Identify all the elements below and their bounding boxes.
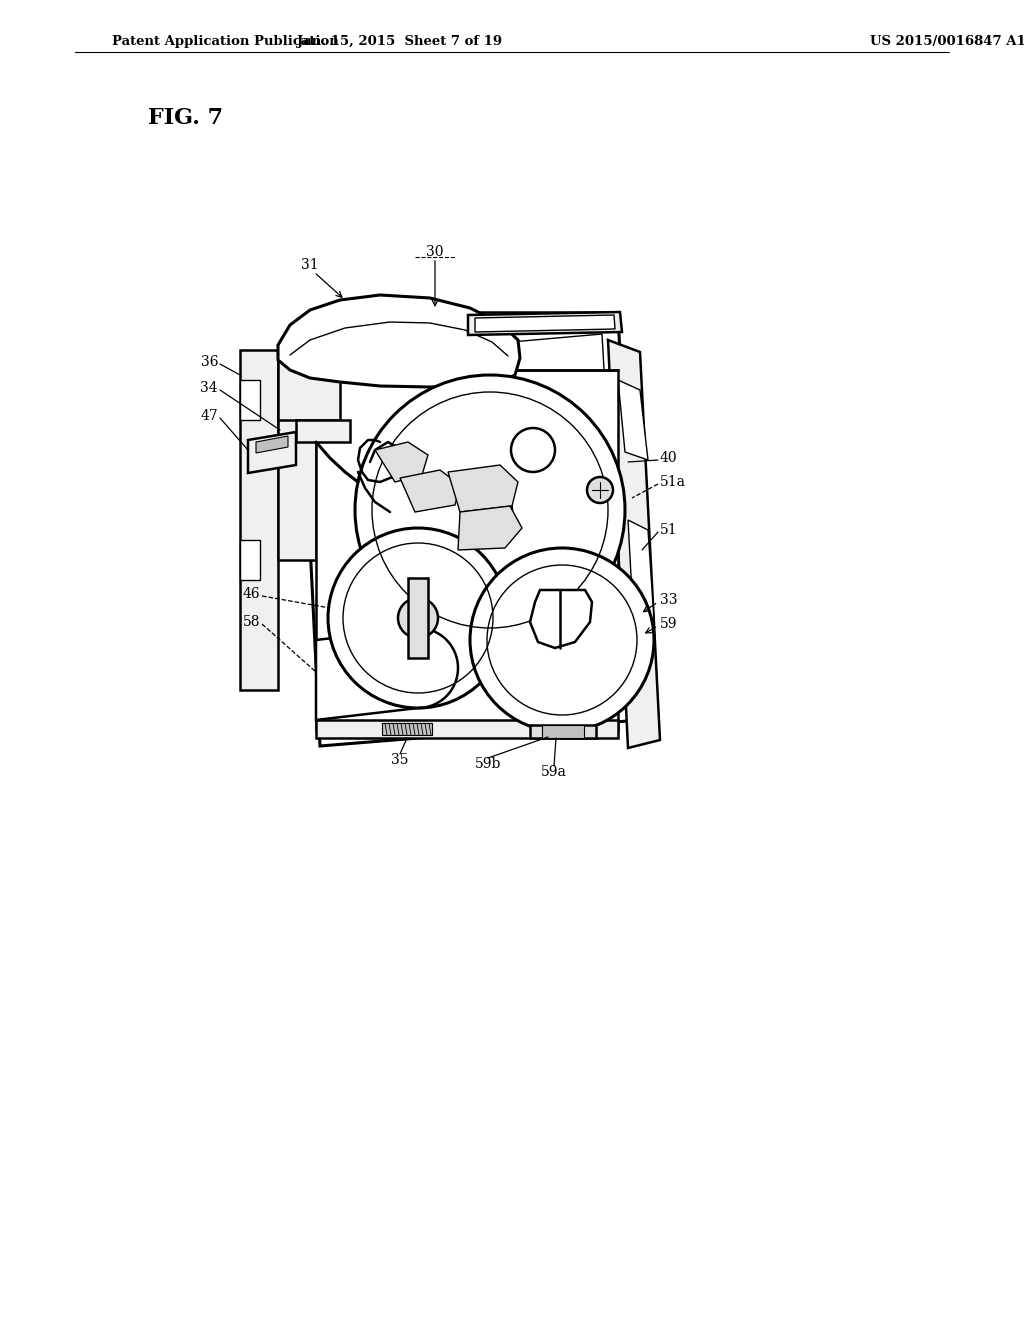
Circle shape bbox=[587, 477, 613, 503]
Text: 30: 30 bbox=[426, 246, 443, 259]
Text: 51a: 51a bbox=[660, 475, 686, 488]
Polygon shape bbox=[530, 590, 592, 648]
Polygon shape bbox=[278, 294, 520, 387]
Polygon shape bbox=[375, 442, 428, 482]
Text: Patent Application Publication: Patent Application Publication bbox=[112, 36, 339, 48]
Polygon shape bbox=[278, 345, 340, 420]
Text: 47: 47 bbox=[201, 409, 218, 422]
Circle shape bbox=[470, 548, 654, 733]
Circle shape bbox=[511, 428, 555, 473]
Polygon shape bbox=[380, 315, 610, 326]
Text: Jan. 15, 2015  Sheet 7 of 19: Jan. 15, 2015 Sheet 7 of 19 bbox=[297, 36, 503, 48]
Text: 51: 51 bbox=[660, 523, 678, 537]
Text: 59a: 59a bbox=[541, 766, 567, 779]
Polygon shape bbox=[468, 312, 622, 335]
Polygon shape bbox=[608, 341, 660, 748]
Polygon shape bbox=[370, 312, 618, 330]
Polygon shape bbox=[240, 540, 260, 579]
Text: 59: 59 bbox=[660, 616, 678, 631]
Text: 58: 58 bbox=[243, 615, 260, 630]
Polygon shape bbox=[256, 436, 288, 453]
Polygon shape bbox=[278, 370, 316, 560]
Circle shape bbox=[328, 528, 508, 708]
Text: 40: 40 bbox=[660, 451, 678, 465]
Polygon shape bbox=[408, 578, 428, 657]
Circle shape bbox=[398, 598, 438, 638]
Circle shape bbox=[468, 488, 512, 532]
Polygon shape bbox=[628, 520, 654, 620]
Polygon shape bbox=[449, 465, 518, 512]
Text: 34: 34 bbox=[201, 381, 218, 395]
Polygon shape bbox=[400, 470, 460, 512]
Polygon shape bbox=[316, 719, 618, 738]
Polygon shape bbox=[382, 723, 432, 735]
Text: 33: 33 bbox=[660, 593, 678, 607]
Polygon shape bbox=[316, 628, 418, 719]
Polygon shape bbox=[248, 432, 296, 473]
Text: US 2015/0016847 A1: US 2015/0016847 A1 bbox=[870, 36, 1024, 48]
Text: 46: 46 bbox=[243, 587, 260, 601]
Polygon shape bbox=[618, 380, 648, 459]
Text: 36: 36 bbox=[201, 355, 218, 370]
Polygon shape bbox=[542, 725, 584, 738]
Text: 35: 35 bbox=[391, 752, 409, 767]
Polygon shape bbox=[300, 315, 640, 746]
Text: 59b: 59b bbox=[475, 756, 501, 771]
Text: 31: 31 bbox=[301, 257, 318, 272]
Text: FIG. 7: FIG. 7 bbox=[148, 107, 223, 129]
Polygon shape bbox=[240, 380, 260, 420]
Polygon shape bbox=[530, 725, 596, 738]
Circle shape bbox=[355, 375, 625, 645]
Polygon shape bbox=[316, 370, 618, 730]
Polygon shape bbox=[296, 420, 350, 442]
Polygon shape bbox=[458, 506, 522, 550]
Polygon shape bbox=[475, 315, 615, 333]
Polygon shape bbox=[240, 350, 278, 690]
